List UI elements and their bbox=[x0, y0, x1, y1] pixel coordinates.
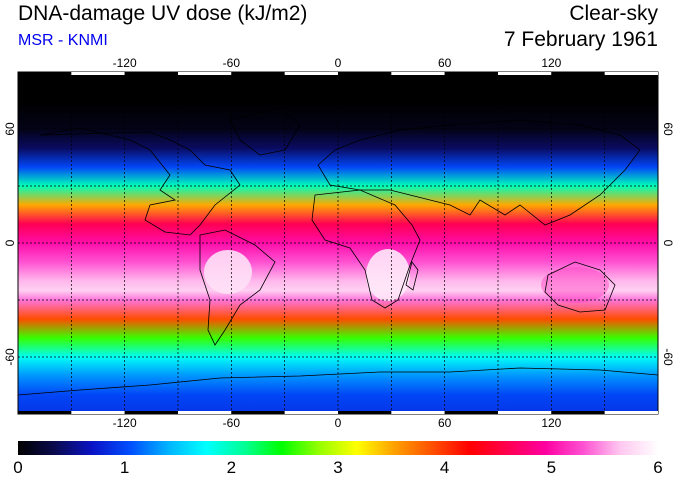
frame-tick-segment bbox=[338, 72, 392, 75]
frame-tick-segment bbox=[231, 72, 285, 75]
australia-hotspot bbox=[541, 267, 609, 303]
latitude-label-left: -60 bbox=[3, 348, 17, 366]
colorbar-label: 4 bbox=[439, 458, 450, 477]
longitude-label-bottom: -120 bbox=[112, 416, 137, 430]
longitude-label-bottom: 120 bbox=[541, 416, 562, 430]
graticule bbox=[18, 72, 658, 414]
colorbar-gradient bbox=[18, 441, 658, 455]
longitude-label-bottom: -60 bbox=[222, 416, 240, 430]
latitude-label-left: 60 bbox=[3, 122, 17, 136]
frame-tick-segment bbox=[71, 72, 125, 75]
map-area bbox=[17, 71, 659, 415]
eurasia-coast bbox=[317, 119, 641, 226]
frame-tick-segment bbox=[391, 411, 445, 414]
longitude-label-top: -60 bbox=[222, 56, 240, 70]
longitude-label-bottom: 60 bbox=[437, 416, 452, 430]
colorbar-label: 5 bbox=[546, 458, 557, 477]
frame-tick-segment bbox=[18, 411, 72, 414]
frame-tick-segment bbox=[338, 411, 392, 414]
date-label: 7 February 1961 bbox=[503, 28, 658, 51]
longitude-label-top: -120 bbox=[112, 56, 137, 70]
latitude-label-right: 60 bbox=[661, 122, 675, 136]
frame-tick-segment bbox=[178, 72, 232, 75]
frame-tick-segment bbox=[444, 72, 498, 75]
frame-tick-segment bbox=[604, 411, 658, 414]
colorbar-label: 2 bbox=[226, 458, 237, 477]
frame-tick-segment bbox=[124, 411, 178, 414]
source-label: MSR - KNMI bbox=[18, 32, 108, 49]
frame-tick-segment bbox=[18, 72, 72, 75]
south-america-coast bbox=[199, 229, 276, 346]
madagascar-coast bbox=[405, 261, 419, 291]
colorbar-label: 6 bbox=[653, 458, 663, 477]
south-america-hotspot bbox=[204, 250, 252, 294]
frame-tick-segment bbox=[124, 72, 178, 75]
latitude-label-right: 0 bbox=[661, 239, 675, 247]
longitude-label-top: 120 bbox=[541, 56, 562, 70]
colorbar bbox=[18, 441, 658, 455]
frame-tick-segment bbox=[231, 411, 285, 414]
frame-tick-segment bbox=[284, 411, 338, 414]
map-title: DNA-damage UV dose (kJ/m2) bbox=[18, 2, 308, 25]
africa-hotspot bbox=[366, 249, 410, 301]
frame-tick-segment bbox=[498, 72, 552, 75]
frame-tick-segment bbox=[178, 411, 232, 414]
latitude-label-left: 0 bbox=[3, 239, 17, 247]
colorbar-label: 0 bbox=[13, 458, 23, 477]
frame-tick-marks bbox=[18, 72, 658, 414]
north-america-coast bbox=[39, 127, 241, 236]
frame-tick-segment bbox=[551, 411, 605, 414]
longitude-label-top: 60 bbox=[437, 56, 452, 70]
latitude-label-right: -60 bbox=[661, 348, 675, 366]
land-bright-spots bbox=[204, 249, 609, 303]
frame-tick-segment bbox=[284, 72, 338, 75]
frame-tick-segment bbox=[444, 411, 498, 414]
colorbar-label: 3 bbox=[333, 458, 343, 477]
longitude-label-bottom: 0 bbox=[334, 416, 342, 430]
colorbar-label: 1 bbox=[119, 458, 130, 477]
frame-tick-segment bbox=[71, 411, 125, 414]
frame-tick-segment bbox=[391, 72, 445, 75]
antarctica-coast bbox=[18, 367, 658, 396]
longitude-label-top: 0 bbox=[334, 56, 342, 70]
frame-tick-segment bbox=[498, 411, 552, 414]
frame-tick-segment bbox=[551, 72, 605, 75]
frame-tick-segment bbox=[604, 72, 658, 75]
sky-condition-label: Clear-sky bbox=[569, 2, 658, 25]
